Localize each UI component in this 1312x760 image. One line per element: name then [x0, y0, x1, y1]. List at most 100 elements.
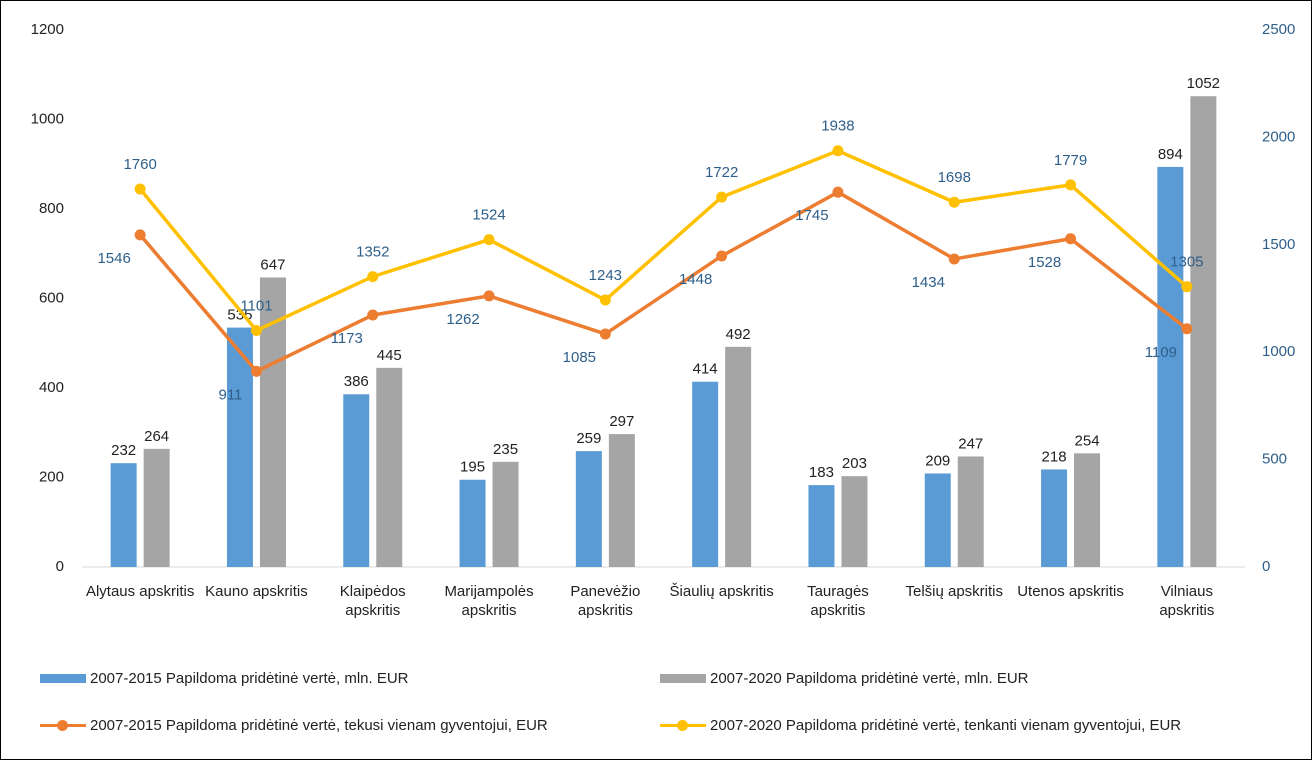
data-label: 894	[1158, 146, 1183, 163]
data-label: 1085	[563, 349, 596, 366]
data-label: 1745	[795, 207, 828, 224]
data-label: 1352	[356, 244, 389, 261]
data-label: 259	[576, 430, 601, 447]
legend-swatch	[660, 673, 706, 683]
data-label: 911	[218, 386, 242, 403]
data-label: 232	[111, 442, 136, 459]
legend-item: 2007-2015 Papildoma pridėtinė vertė, mln…	[40, 668, 409, 688]
x-tick-label: Klaipėdos apskritis	[339, 583, 406, 619]
data-label: 264	[144, 428, 169, 445]
y2-tick-label: 0	[1262, 558, 1270, 575]
bar	[110, 463, 137, 567]
y2-tick-label: 2000	[1262, 128, 1295, 145]
marker	[134, 229, 146, 241]
legend-label: 2007-2015 Papildoma pridėtinė vertė, mln…	[90, 669, 409, 687]
marker	[1181, 281, 1193, 293]
bar	[692, 381, 719, 567]
marker	[832, 186, 844, 198]
marker	[948, 253, 960, 265]
legend-label: 2007-2020 Papildoma pridėtinė vertė, ten…	[710, 716, 1182, 734]
data-label: 1779	[1054, 152, 1087, 169]
x-tick-label: Vilniaus apskritis	[1159, 583, 1215, 619]
data-label: 1243	[589, 267, 622, 284]
data-label: 1109	[1145, 344, 1177, 361]
marker	[134, 183, 146, 195]
marker	[483, 290, 495, 302]
data-label: 195	[460, 459, 485, 476]
bar	[841, 476, 868, 567]
legend-swatch	[40, 719, 86, 731]
y-tick-label: 0	[56, 558, 64, 575]
y-tick-label: 600	[39, 289, 64, 306]
data-label: 1524	[472, 207, 505, 224]
legend-marker	[57, 719, 68, 731]
data-label: 1262	[446, 311, 479, 328]
data-label: 1722	[705, 164, 738, 181]
y2-tick-label: 1000	[1262, 343, 1295, 360]
marker	[1181, 323, 1193, 335]
bar	[1074, 453, 1101, 567]
x-tick-label: Panevėžio apskritis	[570, 583, 641, 619]
x-tick-label: Marijampolės apskritis	[444, 583, 534, 619]
legend-label: 2007-2020 Papildoma pridėtinė vertė, mln…	[710, 669, 1029, 687]
y-tick-label: 1000	[31, 110, 64, 127]
marker	[599, 328, 611, 340]
data-label: 209	[925, 452, 950, 469]
marker	[483, 234, 495, 246]
data-label: 1052	[1187, 75, 1220, 92]
bar	[808, 485, 835, 567]
data-label: 492	[726, 326, 751, 343]
marker	[832, 145, 844, 157]
legend-item: 2007-2020 Papildoma pridėtinė vertė, mln…	[660, 668, 1029, 688]
data-label: 1546	[97, 250, 130, 267]
legend-item: 2007-2020 Papildoma pridėtinė vertė, ten…	[660, 715, 1181, 735]
bar	[1041, 469, 1068, 567]
data-label: 445	[377, 347, 402, 364]
bar	[143, 448, 170, 567]
y-tick-label: 800	[39, 200, 64, 217]
bar	[957, 456, 984, 567]
data-label: 1698	[938, 169, 971, 186]
data-label: 1173	[331, 330, 363, 347]
data-label: 297	[609, 413, 634, 430]
x-tick-label: Šiaulių apskritis	[669, 583, 774, 600]
marker	[716, 250, 728, 262]
data-label: 1448	[679, 271, 712, 288]
bar	[1190, 96, 1217, 567]
bar	[575, 451, 602, 567]
data-label: 1305	[1170, 254, 1203, 271]
legend-swatch	[660, 719, 706, 731]
line	[138, 190, 1188, 374]
y-tick-label: 200	[39, 468, 64, 485]
data-label: 1528	[1028, 254, 1061, 271]
data-label: 203	[842, 455, 867, 472]
bar	[376, 367, 403, 567]
data-label: 647	[260, 256, 285, 273]
data-label: 235	[493, 441, 518, 458]
y-tick-label: 400	[39, 379, 64, 396]
data-label: 414	[693, 361, 718, 378]
marker	[948, 196, 960, 208]
data-label: 254	[1075, 432, 1100, 449]
legend-item: 2007-2015 Papildoma pridėtinė vertė, tek…	[40, 715, 548, 735]
data-label: 183	[809, 464, 834, 481]
marker	[367, 271, 379, 283]
marker	[250, 325, 262, 337]
legend-marker	[677, 719, 688, 731]
data-label: 1101	[240, 297, 272, 314]
bar	[608, 434, 635, 567]
marker	[716, 191, 728, 203]
bar	[343, 394, 370, 567]
data-label: 386	[344, 373, 369, 390]
data-label: 218	[1042, 448, 1067, 465]
x-tick-label: Kauno apskritis	[205, 583, 308, 600]
marker	[367, 309, 379, 321]
legend-swatch	[40, 673, 86, 683]
marker	[1065, 233, 1077, 245]
y-tick-label: 1200	[31, 21, 64, 38]
bar	[459, 479, 486, 567]
y2-tick-label: 500	[1262, 451, 1287, 468]
